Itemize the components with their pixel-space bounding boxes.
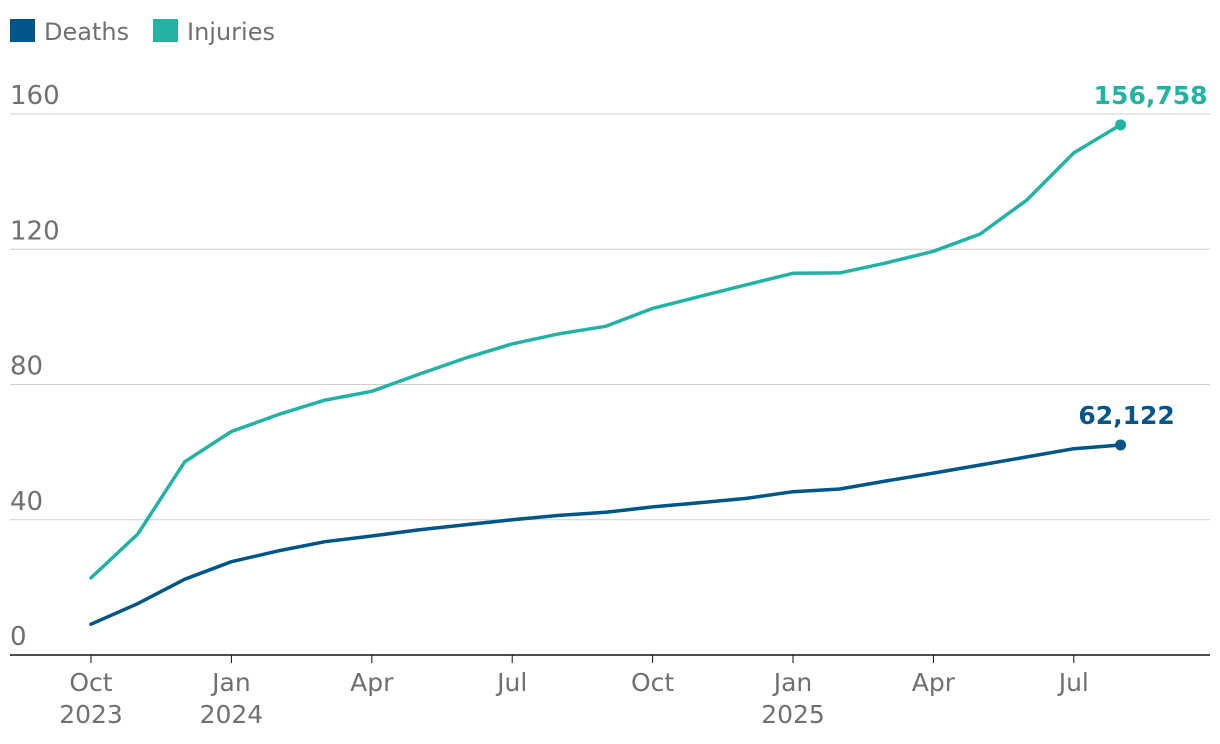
y-tick-label: 0 [10,622,27,652]
end-point-injuries [1115,119,1127,131]
x-tick-month-label: Jan [210,668,251,697]
x-tick-year-label: 2023 [59,700,123,729]
x-tick-year-label: 2025 [761,700,825,729]
legend-swatch-injuries [153,19,178,42]
x-tick-month-label: Oct [631,668,674,697]
legend-label-deaths: Deaths [44,18,129,46]
legend-swatch-deaths [10,19,35,42]
series-lines [89,123,1123,626]
y-axis-ticks: 0 40 80 120 160 [10,81,60,652]
series-line-deaths [89,443,1123,626]
legend: Deaths Injuries [10,18,275,46]
y-tick-label: 80 [10,352,43,382]
legend-label-injuries: Injuries [187,18,275,46]
end-value-label-injuries: 156,758 [1094,81,1208,110]
end-markers: 62,122 156,758 [1078,81,1208,451]
x-tick-month-label: Jul [495,668,527,697]
x-axis: Oct 2023 Jan 2024 Apr Jul Oct Jan 2025 Apr Jul [10,654,1210,729]
x-tick-month-label: Jan [772,668,813,697]
x-tick-month-label: Apr [350,668,394,697]
gridlines [10,113,1210,521]
x-tick-year-label: 2024 [200,700,264,729]
y-tick-label: 160 [10,81,60,111]
x-tick-month-label: Oct [69,668,112,697]
y-tick-label: 120 [10,216,60,246]
end-point-deaths [1115,439,1127,451]
x-tick-month-label: Apr [912,668,956,697]
x-tick-month-label: Jul [1057,668,1089,697]
y-tick-label: 40 [10,487,43,517]
series-line-injuries [89,123,1123,580]
end-value-label-deaths: 62,122 [1078,401,1174,430]
